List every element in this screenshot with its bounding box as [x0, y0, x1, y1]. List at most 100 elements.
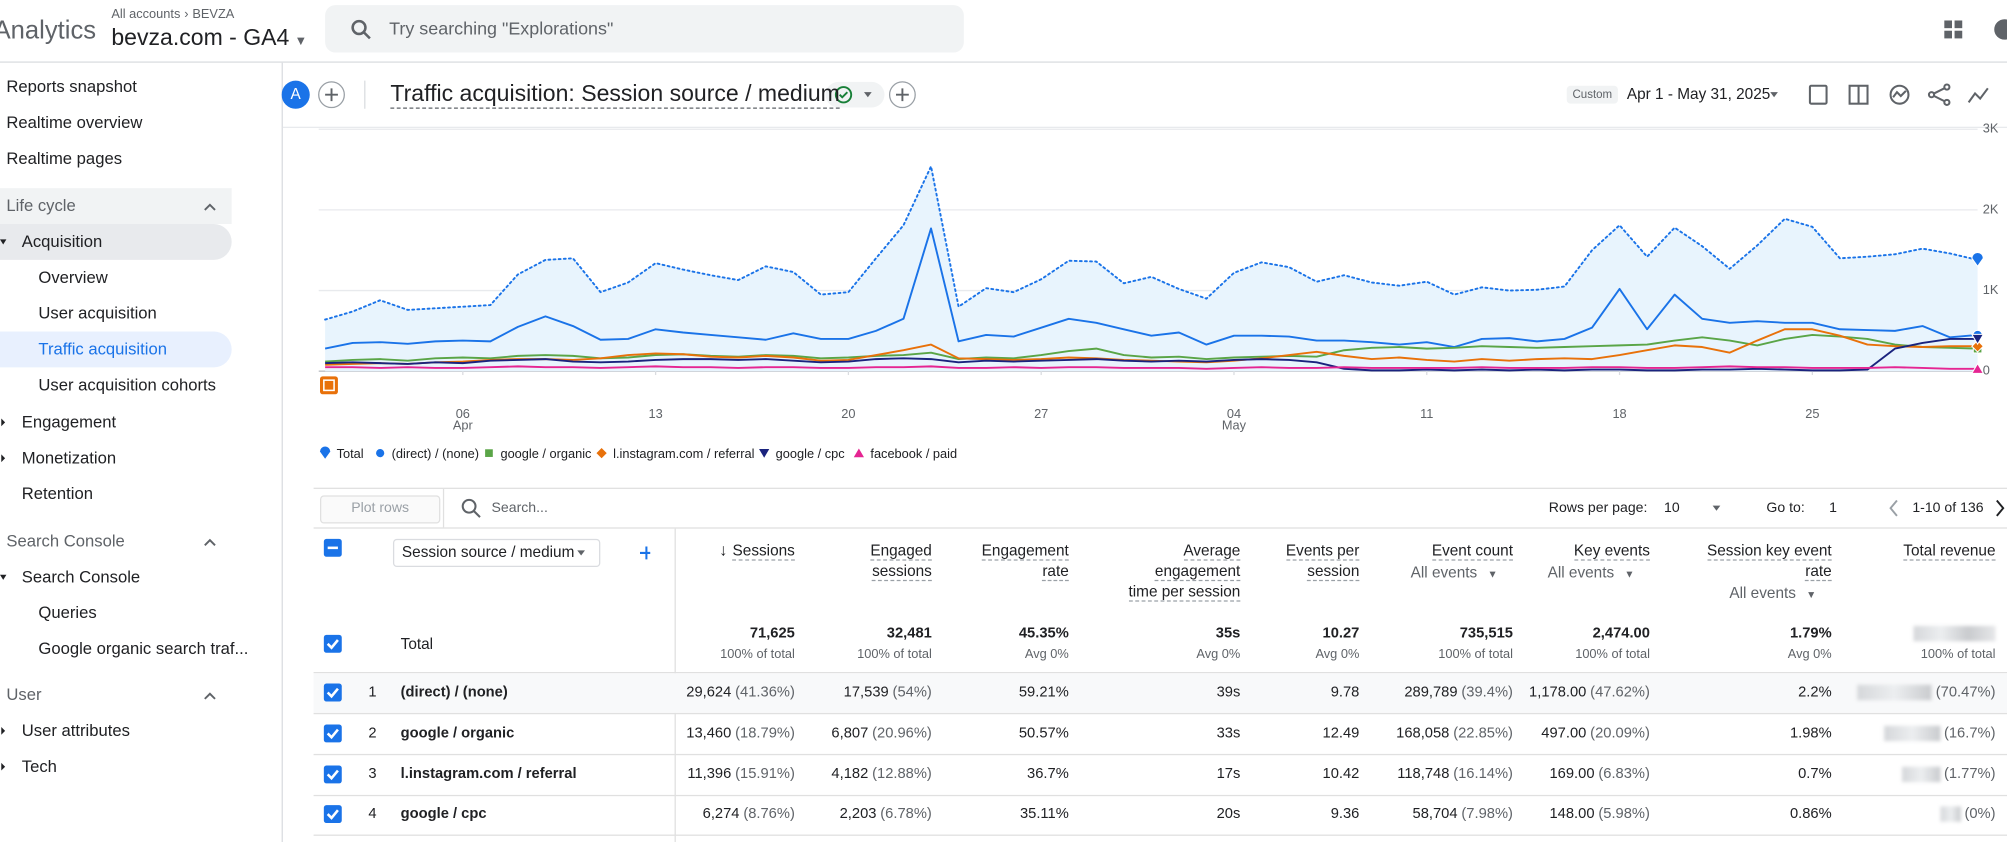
cell-value: 2,203 — [840, 806, 877, 821]
cell: 497.00(20.09%) — [1541, 723, 1650, 743]
cell: 58,704(7.98%) — [1413, 804, 1513, 824]
column-label[interactable]: Engagement rate — [982, 541, 1069, 581]
blurred-value — [1884, 726, 1940, 741]
row-border — [314, 754, 2007, 755]
filter-label[interactable]: All events — [1548, 563, 1615, 581]
column-label[interactable]: Average engagement time per session — [1128, 541, 1240, 601]
cell: 59.21% — [1019, 682, 1069, 702]
row-checkbox[interactable] — [324, 684, 342, 702]
cell: 12.49 — [1323, 723, 1360, 743]
rows-per-page[interactable]: 10 — [1664, 499, 1680, 517]
table-search[interactable]: Search... — [492, 499, 548, 517]
column-header[interactable]: ↓ Sessions — [680, 540, 795, 560]
column-label[interactable]: Session key event rate — [1707, 541, 1832, 581]
cell-share: (18.79%) — [735, 726, 795, 741]
blurred-value — [1940, 806, 1960, 821]
total-note: 100% of total — [1575, 646, 1650, 664]
goto-input[interactable]: 1 — [1829, 499, 1837, 517]
cell-share: (41.36%) — [735, 685, 795, 700]
total-value: 71,625 — [750, 623, 795, 643]
cell-share: (54%) — [893, 685, 932, 700]
dropdown-icons[interactable] — [573, 543, 650, 563]
cell-value: 17,539 — [844, 685, 889, 700]
cell-value: 20s — [1217, 806, 1241, 821]
cell-value: 0.7% — [1798, 767, 1832, 782]
column-header[interactable]: Key events All events▼ — [1522, 540, 1650, 585]
total-label: Total — [401, 634, 433, 654]
blurred-value — [1902, 767, 1940, 782]
row-checkbox[interactable] — [324, 805, 342, 823]
cell: 39s — [1217, 682, 1241, 702]
column-filter[interactable]: All events ▼ — [1699, 582, 1832, 605]
column-label[interactable]: Total revenue — [1903, 541, 1995, 560]
cell-share: (8.76%) — [743, 806, 795, 821]
column-label[interactable]: Key events — [1574, 541, 1650, 560]
row-label[interactable]: google / cpc — [401, 804, 487, 824]
cell: 148.00 (5.98%) — [1549, 804, 1649, 824]
cell: 13,460(18.79%) — [686, 723, 795, 743]
cell-value: 169.00 — [1549, 767, 1594, 782]
column-label[interactable]: Event count — [1432, 541, 1513, 560]
sort-arrow[interactable]: ↓ — [719, 540, 727, 560]
goto-label: Go to: — [1766, 499, 1804, 517]
column-header[interactable]: Average engagement time per session — [1123, 540, 1241, 601]
cell: 118,748(16.14%) — [1397, 764, 1513, 784]
column-header[interactable]: Session key event rate All events ▼ — [1699, 540, 1832, 605]
row-rank: 1 — [365, 682, 380, 702]
cell: 36.7% — [1027, 764, 1069, 784]
dimension-label[interactable]: Session source / medium — [402, 543, 574, 561]
cell-value: 9.78 — [1331, 685, 1360, 700]
row-checkbox[interactable] — [324, 635, 342, 653]
plot-rows-label[interactable]: Plot rows — [321, 499, 439, 517]
filter-label[interactable]: All events — [1411, 563, 1478, 581]
column-label[interactable]: Events per session — [1286, 541, 1359, 581]
cell-share: (6.83%) — [1598, 767, 1650, 782]
total-value: 2,474.00 — [1593, 623, 1650, 643]
column-label[interactable]: Sessions — [733, 541, 795, 560]
cell-value: 39s — [1217, 685, 1241, 700]
column-label[interactable]: Engaged sessions — [870, 541, 932, 581]
column-header[interactable]: Events per session — [1280, 540, 1359, 581]
column-filter[interactable]: All events▼ — [1522, 562, 1650, 585]
cell: 20s — [1217, 804, 1241, 824]
row-rank: 4 — [365, 804, 380, 824]
blurred-value — [1858, 685, 1932, 700]
cell-share: (39.4%) — [1461, 685, 1513, 700]
cell: 1.98% — [1790, 723, 1832, 743]
row-checkbox[interactable] — [324, 765, 342, 783]
cell: 2,203(6.78%) — [840, 804, 932, 824]
total-note: 100% of total — [857, 646, 932, 664]
column-filter[interactable]: All events▼ — [1372, 562, 1513, 585]
cell-value: 17s — [1217, 767, 1241, 782]
cell-share: (12.88%) — [872, 767, 932, 782]
cell-value: 148.00 — [1549, 806, 1594, 821]
column-header[interactable]: Engagement rate — [977, 540, 1069, 581]
total-note: Avg 0% — [1788, 646, 1832, 664]
cell: 0.86% — [1790, 804, 1832, 824]
cell-share: (70.47%) — [1936, 685, 1996, 700]
filter-label[interactable]: All events — [1729, 584, 1796, 602]
row-border — [314, 835, 2007, 836]
column-header[interactable]: Total revenue — [1880, 540, 1995, 560]
cell-value: 50.57% — [1019, 726, 1069, 741]
row-border — [314, 795, 2007, 796]
cell-share: (5.98%) — [1598, 806, 1650, 821]
cell: (16.7%) — [1884, 723, 1996, 743]
cell: 35.11% — [1020, 804, 1069, 824]
check — [324, 684, 342, 702]
cell-value: 4,182 — [831, 767, 868, 782]
total-value: 35s — [1216, 623, 1241, 643]
column-header[interactable]: Event count All events▼ — [1372, 540, 1513, 585]
caret: ▼ — [1806, 589, 1816, 601]
row-checkbox[interactable] — [324, 724, 342, 742]
row-label[interactable]: (direct) / (none) — [401, 682, 508, 702]
column-header[interactable]: Engaged sessions — [852, 540, 931, 581]
cell: 17,539 (54%) — [844, 682, 932, 702]
cell-value: 29,624 — [686, 685, 731, 700]
check — [324, 765, 342, 783]
row-label[interactable]: l.instagram.com / referral — [401, 764, 577, 784]
row-label[interactable]: google / organic — [401, 723, 515, 743]
select-all[interactable] — [324, 539, 342, 557]
cell-value: 33s — [1217, 726, 1241, 741]
